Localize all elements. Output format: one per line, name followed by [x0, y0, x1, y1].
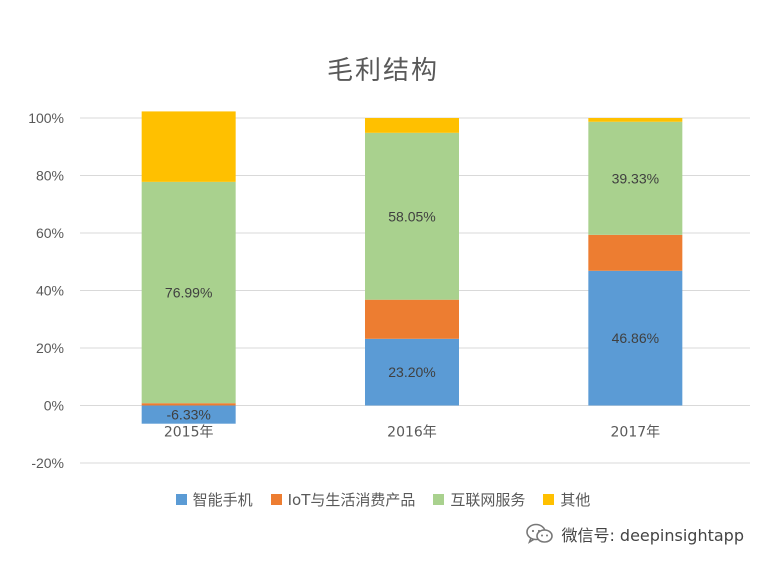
data-label: 46.86% — [612, 330, 659, 346]
legend-item: 互联网服务 — [433, 489, 525, 510]
bar-segment — [365, 132, 459, 300]
bar-segment — [141, 405, 236, 424]
x-tick-label: 2016年 — [387, 425, 437, 441]
legend-swatch — [543, 494, 555, 505]
x-tick-label: 2015年 — [164, 425, 214, 441]
y-tick-label: 100% — [28, 110, 64, 126]
bar-segment — [588, 118, 683, 122]
legend-swatch — [270, 494, 282, 505]
legend-label: 智能手机 — [192, 491, 253, 509]
watermark: 微信号: deepinsightapp — [525, 522, 744, 546]
bar-segment — [588, 234, 683, 271]
bar-segment — [365, 118, 459, 133]
bar-segment — [365, 299, 459, 339]
data-label: -6.33% — [166, 407, 210, 423]
data-label: 58.05% — [388, 208, 435, 224]
y-tick-label: 60% — [36, 225, 64, 241]
y-tick-label: 20% — [36, 340, 64, 356]
wechat-icon — [526, 523, 554, 544]
legend-swatch — [175, 494, 187, 505]
legend-label: 互联网服务 — [450, 491, 526, 509]
bar-segment — [588, 121, 683, 235]
y-tick-label: 80% — [36, 168, 64, 184]
legend-label: 其他 — [560, 491, 591, 509]
legend-swatch — [433, 494, 445, 505]
bar-segment — [588, 270, 683, 406]
data-label: 39.33% — [612, 170, 659, 186]
data-label: 23.20% — [388, 364, 435, 380]
bar-segment — [365, 338, 459, 406]
bar-segment — [141, 111, 236, 182]
bar-segment — [141, 403, 236, 406]
legend-label: IoT与生活消费产品 — [287, 491, 416, 509]
watermark-text: 微信号: deepinsightapp — [561, 526, 744, 545]
chart-title: 毛利结构 — [326, 56, 439, 86]
data-label: 76.99% — [165, 285, 212, 301]
y-tick-label: 40% — [36, 283, 64, 299]
legend-item: 智能手机 — [175, 489, 253, 510]
chart-legend: 智能手机 IoT与生活消费产品 互联网服务 其他 — [0, 489, 766, 510]
x-tick-label: 2017年 — [611, 425, 661, 441]
y-tick-label: -20% — [31, 455, 64, 471]
legend-item: 其他 — [543, 489, 590, 510]
legend-item: IoT与生活消费产品 — [270, 489, 416, 510]
bar-segment — [141, 181, 236, 404]
y-tick-label: 0% — [44, 398, 64, 414]
